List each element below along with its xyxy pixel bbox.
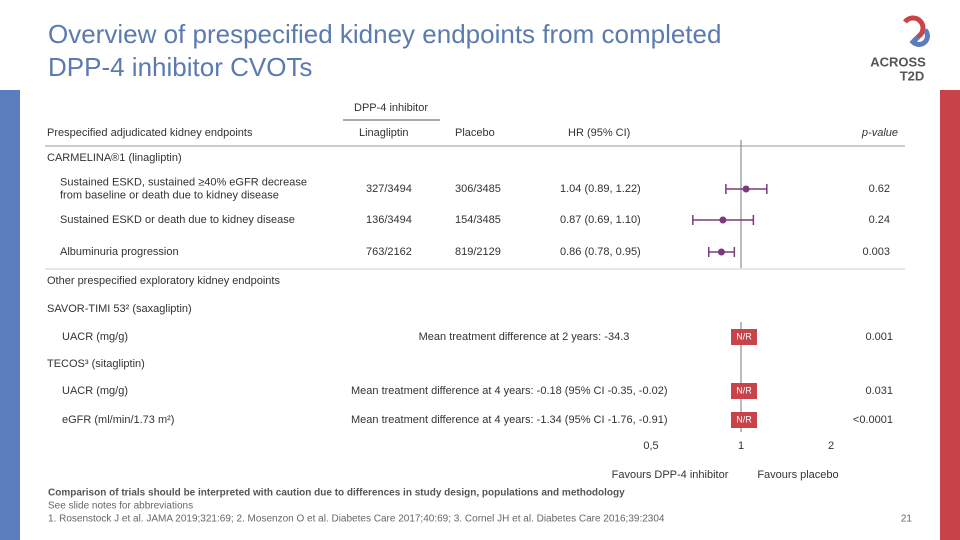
cell: 306/3485 — [455, 183, 501, 195]
x-tick-label: 2 — [828, 440, 834, 452]
group-header: DPP-4 inhibitor — [354, 102, 428, 114]
favours-label: Favours DPP-4 inhibitor — [612, 469, 729, 481]
nr-box — [731, 329, 757, 345]
cell: 327/3494 — [366, 183, 412, 195]
logo-text: ACROSS — [870, 54, 926, 69]
column-header: p-value — [861, 127, 898, 139]
column-header: Linagliptin — [359, 127, 409, 139]
effect: Mean treatment difference at 4 years: -0… — [351, 385, 668, 397]
title: Overview of prespecified kidney endpoint… — [48, 19, 721, 49]
cell: 0.86 (0.78, 0.95) — [560, 246, 641, 258]
cell: 1.04 (0.89, 1.22) — [560, 183, 641, 195]
endpoint: Sustained ESKD or death due to kidney di… — [60, 214, 295, 226]
favours-label: Favours placebo — [757, 469, 838, 481]
nr-label: N/R — [736, 385, 752, 395]
nr-label: N/R — [736, 414, 752, 424]
cell: 0.003 — [862, 246, 890, 258]
footnote: See slide notes for abbreviations — [48, 501, 193, 512]
hr-point — [719, 216, 727, 224]
cell: 0.031 — [865, 385, 893, 397]
effect: Mean treatment difference at 2 years: -3… — [419, 331, 630, 343]
cell: 0.62 — [869, 183, 890, 195]
logo-shape — [903, 15, 926, 44]
column-header: HR (95% CI) — [568, 127, 630, 139]
hr-point — [742, 185, 750, 193]
left-bar — [0, 90, 20, 540]
cell: 0.24 — [869, 214, 890, 226]
column-header: Prespecified adjudicated kidney endpoint… — [47, 127, 253, 139]
endpoint: UACR (mg/g) — [62, 385, 128, 397]
nr-box — [731, 412, 757, 428]
cell: 154/3485 — [455, 214, 501, 226]
logo-shape — [909, 28, 930, 47]
column-header: Placebo — [455, 127, 495, 139]
nr-label: N/R — [736, 331, 752, 341]
subheading: Other prespecified exploratory kidney en… — [47, 275, 280, 287]
cell: 819/2129 — [455, 246, 501, 258]
endpoint: eGFR (ml/min/1.73 m²) — [62, 414, 174, 426]
cell: 763/2162 — [366, 246, 412, 258]
nr-box — [731, 383, 757, 399]
effect: Mean treatment difference at 4 years: -1… — [351, 414, 668, 426]
logo — [903, 15, 930, 47]
endpoint: from baseline or death due to kidney dis… — [60, 189, 279, 201]
section-label: SAVOR-TIMI 53² (saxagliptin) — [47, 303, 192, 315]
endpoint: Albuminuria progression — [60, 246, 179, 258]
x-tick-label: 0,5 — [643, 440, 658, 452]
x-tick-label: 1 — [738, 440, 744, 452]
endpoint: Sustained ESKD, sustained ≥40% eGFR decr… — [60, 176, 307, 188]
footnote: 1. Rosenstock J et al. JAMA 2019;321:69;… — [48, 514, 665, 525]
section-label: CARMELINA®1 (linagliptin) — [47, 152, 182, 164]
endpoint: UACR (mg/g) — [62, 331, 128, 343]
cell: 0.87 (0.69, 1.10) — [560, 214, 641, 226]
cell: 136/3494 — [366, 214, 412, 226]
section-label: TECOS³ (sitagliptin) — [47, 358, 145, 370]
cell: <0.0001 — [853, 414, 893, 426]
cell: 0.001 — [865, 331, 893, 343]
page-number: 21 — [901, 514, 913, 525]
right-bar — [940, 90, 960, 540]
logo-text: T2D — [900, 68, 925, 83]
title: DPP‑4 inhibitor CVOTs — [48, 52, 312, 82]
footnote: Comparison of trials should be interpret… — [48, 488, 625, 499]
hr-point — [717, 248, 725, 256]
